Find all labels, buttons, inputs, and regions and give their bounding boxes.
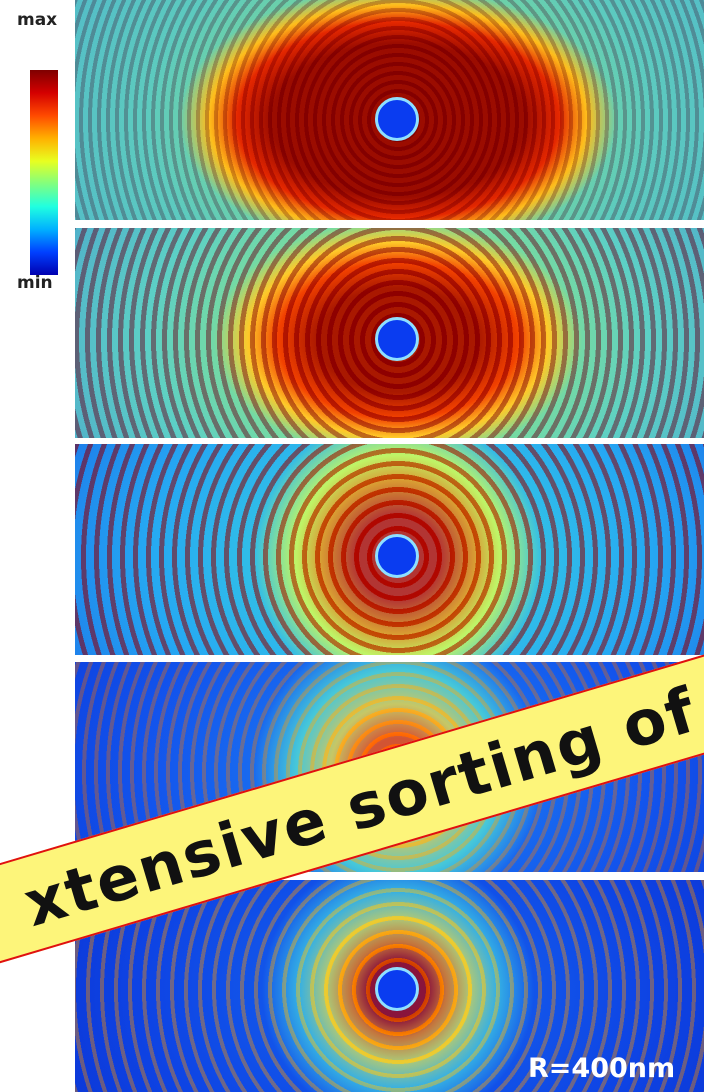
- diffraction-panel: [75, 228, 704, 438]
- diffraction-panel: [75, 0, 704, 220]
- diffraction-panel: [75, 444, 704, 655]
- radius-label: R=400nm: [528, 1053, 675, 1084]
- colorbar-max-label: max: [17, 10, 57, 30]
- center-beamstop: [375, 534, 419, 578]
- center-beamstop: [375, 967, 419, 1011]
- center-beamstop: [375, 97, 419, 141]
- center-beamstop: [375, 317, 419, 361]
- figure: max min xtensive sorting of R=400nm: [0, 0, 704, 1092]
- colorbar-min-label: min: [17, 273, 53, 293]
- colorbar: [30, 70, 58, 275]
